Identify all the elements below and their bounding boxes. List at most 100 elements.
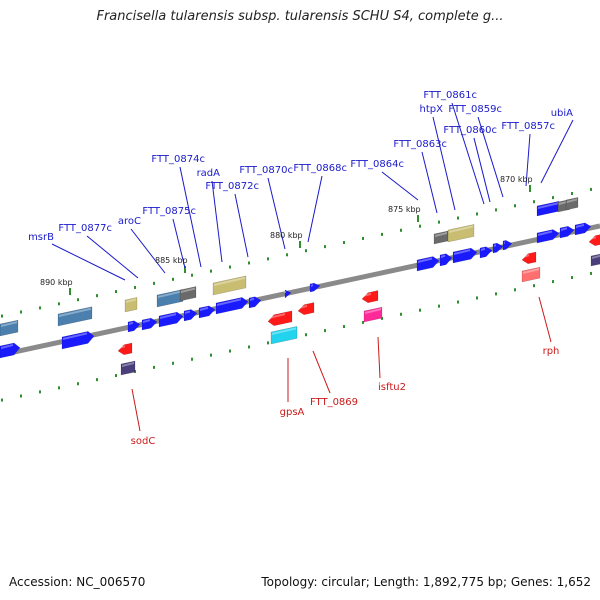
plus-gene-highlight bbox=[284, 291, 286, 293]
minus-leader-line bbox=[131, 388, 141, 432]
plus-leader-line bbox=[86, 235, 139, 279]
plus-category-gene-highlight bbox=[59, 307, 91, 317]
scale-label: 885 kbp bbox=[155, 256, 188, 265]
plus-gene-label: ubiA bbox=[551, 108, 573, 119]
minus-gene-highlight bbox=[299, 304, 307, 309]
plus-gene bbox=[439, 253, 453, 267]
plus-gene-highlight bbox=[481, 247, 485, 251]
plus-category-gene-highlight bbox=[449, 225, 473, 233]
scale-label: 875 kbp bbox=[388, 205, 421, 214]
minus-leader-line bbox=[377, 336, 381, 379]
minus-gene-label: rph bbox=[543, 346, 560, 357]
minus-gene-label: gpsA bbox=[280, 407, 305, 418]
plus-gene-highlight bbox=[504, 241, 505, 244]
plus-category-gene bbox=[156, 289, 184, 308]
minus-leader-line bbox=[538, 296, 552, 343]
plus-gene-highlight bbox=[63, 332, 87, 340]
plus-gene-label: FTT_0859c bbox=[448, 104, 502, 115]
minus-gene-label: sodC bbox=[131, 436, 156, 447]
plus-gene-label: FTT_0870c bbox=[239, 165, 293, 176]
plus-gene bbox=[574, 222, 592, 236]
plus-leader-line bbox=[130, 228, 166, 274]
minus-gene-highlight bbox=[365, 308, 381, 314]
map-title: Francisella tularensis subsp. tularensis… bbox=[96, 9, 504, 24]
plus-gene-label: FTT_0874c bbox=[151, 154, 205, 165]
plus-gene bbox=[536, 229, 560, 244]
plus-category-gene-highlight bbox=[567, 198, 577, 203]
plus-gene bbox=[127, 320, 141, 333]
plus-gene bbox=[284, 289, 292, 299]
plus-gene-highlight bbox=[538, 230, 552, 236]
minus-gene-highlight bbox=[119, 345, 125, 349]
minus-gene-highlight bbox=[269, 313, 285, 319]
plus-leader-line bbox=[451, 102, 485, 205]
plus-gene bbox=[215, 297, 249, 315]
accession-text: Accession: NC_006570 bbox=[9, 575, 146, 589]
plus-gene bbox=[479, 246, 493, 259]
plus-gene-label: FTT_0877c bbox=[58, 223, 112, 234]
plus-leader-line bbox=[267, 177, 286, 250]
plus-gene-highlight bbox=[250, 297, 254, 301]
plus-leader-line bbox=[234, 193, 249, 258]
plus-category-gene bbox=[57, 306, 93, 327]
plus-category-gene-highlight bbox=[1, 321, 17, 327]
plus-gene-highlight bbox=[454, 249, 470, 255]
scale-label: 880 kbp bbox=[270, 231, 303, 240]
minus-gene bbox=[361, 290, 379, 303]
minus-gene bbox=[588, 234, 600, 246]
plus-gene-label: radA bbox=[197, 168, 221, 179]
plus-gene bbox=[141, 317, 158, 331]
plus-gene-highlight bbox=[217, 298, 241, 306]
plus-gene-highlight bbox=[160, 313, 176, 319]
plus-gene-label: aroC bbox=[118, 216, 141, 227]
plus-gene-label: FTT_0872c bbox=[205, 181, 259, 192]
plus-category-gene bbox=[447, 224, 475, 243]
plus-gene-highlight bbox=[561, 227, 567, 231]
plus-gene bbox=[61, 331, 95, 350]
plus-category-gene bbox=[0, 319, 19, 337]
scale-label: 870 kbp bbox=[500, 175, 533, 184]
plus-gene bbox=[492, 242, 504, 254]
plus-category-gene-highlight bbox=[538, 202, 558, 209]
minus-gene bbox=[117, 342, 133, 355]
plus-gene-label: msrB bbox=[28, 232, 54, 243]
plus-gene-highlight bbox=[494, 244, 496, 247]
plus-category-gene bbox=[179, 286, 197, 302]
plus-leader-line bbox=[172, 218, 186, 269]
plus-gene bbox=[248, 296, 262, 309]
plus-gene-highlight bbox=[418, 257, 432, 263]
plus-gene bbox=[502, 240, 513, 251]
plus-gene-label: FTT_0860c bbox=[443, 125, 497, 136]
plus-gene-label: FTT_0857c bbox=[501, 121, 555, 132]
minus-gene-label: FTT_0869 bbox=[310, 397, 358, 408]
minus-gene-highlight bbox=[363, 292, 371, 297]
minus-gene bbox=[267, 310, 293, 326]
plus-gene bbox=[416, 256, 440, 272]
plus-gene-highlight bbox=[576, 223, 584, 228]
plus-gene-label: FTT_0863c bbox=[393, 139, 447, 150]
plus-category-gene bbox=[565, 197, 579, 211]
plus-leader-line bbox=[525, 133, 531, 187]
plus-leader-line bbox=[540, 119, 574, 184]
plus-leader-line bbox=[477, 116, 504, 198]
scale-label: 890 kbp bbox=[40, 278, 73, 287]
plus-gene-label: FTT_0861c bbox=[423, 90, 477, 101]
plus-category-gene-highlight bbox=[126, 298, 136, 303]
minus-gene-highlight bbox=[523, 268, 539, 274]
minus-gene-label: isftu2 bbox=[378, 382, 406, 393]
minus-leader-line bbox=[312, 350, 331, 394]
plus-leader-line bbox=[211, 180, 223, 263]
plus-gene-highlight bbox=[441, 254, 445, 258]
plus-gene-label: FTT_0868c bbox=[293, 163, 347, 174]
minus-gene bbox=[363, 306, 383, 323]
plus-gene-label: htpX bbox=[420, 104, 444, 115]
minus-gene-highlight bbox=[523, 254, 529, 258]
plus-gene bbox=[452, 247, 478, 264]
plus-category-gene bbox=[212, 275, 247, 296]
plus-leader-line bbox=[432, 116, 456, 211]
minus-gene-highlight bbox=[592, 254, 600, 259]
plus-gene bbox=[198, 305, 216, 319]
minus-gene bbox=[120, 360, 136, 376]
minus-gene bbox=[590, 253, 600, 267]
